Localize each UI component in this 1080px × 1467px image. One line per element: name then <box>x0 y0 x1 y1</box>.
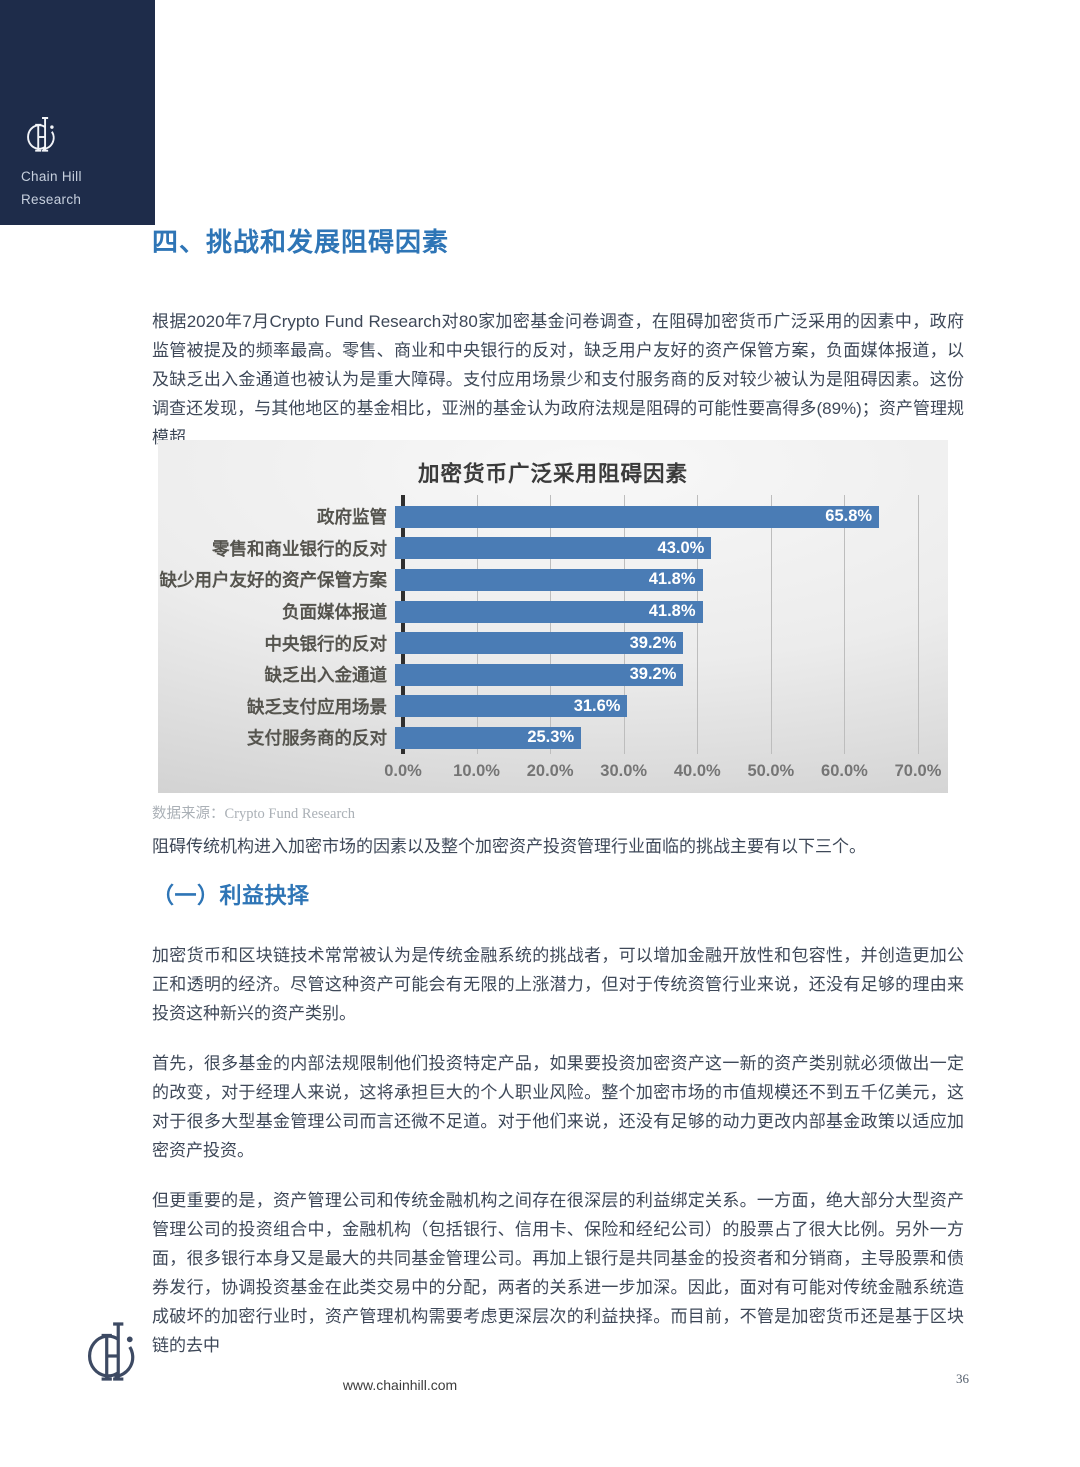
chart-row: 支付服务商的反对 25.3% <box>158 722 948 754</box>
bar-value-label: 25.3% <box>527 728 575 747</box>
bar-category-label: 政府监管 <box>317 507 387 528</box>
x-tick-label: 30.0% <box>600 761 648 780</box>
bar-category-label: 缺乏出入金通道 <box>264 665 388 686</box>
transition-paragraph: 阻碍传统机构进入加密市场的因素以及整个加密资产投资管理行业面临的挑战主要有以下三… <box>152 837 866 856</box>
bar-category-label: 缺乏支付应用场景 <box>247 696 387 717</box>
bar-category-label: 中央银行的反对 <box>264 633 388 654</box>
footer-page-number: 36 <box>956 1371 969 1386</box>
gridline <box>770 495 772 754</box>
bar: 41.8% <box>395 600 703 623</box>
chart-grid <box>401 495 919 754</box>
gridline <box>844 495 846 754</box>
brand-block: Chain Hill Research <box>0 0 155 225</box>
footer-url: www.chainhill.com <box>342 1377 458 1393</box>
body-paragraph-2: 首先，很多基金的内部法规限制他们投资特定产品，如果要投资加密资产这一新的资产类别… <box>152 1054 964 1160</box>
barriers-bar-chart: 加密货币广泛采用阻碍因素 政府监管 65.8% 零售和商业银行的反对 43.0% 缺少用… <box>158 440 948 793</box>
bar-category-label: 零售和商业银行的反对 <box>212 538 387 559</box>
chart-x-axis: 0.0% 10.0% 20.0% 30.0% 40.0% 50.0% 60.0% 70.0% <box>384 754 941 788</box>
chart-row: 缺乏支付应用场景 31.6% <box>158 691 948 723</box>
chain-hill-logo-icon <box>27 117 55 152</box>
subsection-heading: （一）利益抉择 <box>152 883 310 908</box>
bar: 65.8% <box>395 505 880 528</box>
body-paragraph-1: 加密货币和区块链技术常常被认为是传统金融系统的挑战者，可以增加金融开放性和包容性… <box>152 946 964 1023</box>
x-tick-label: 50.0% <box>747 761 795 780</box>
bar-value-label: 41.8% <box>648 602 696 621</box>
bar: 31.6% <box>395 695 628 718</box>
gridline <box>550 495 552 754</box>
bar: 25.3% <box>395 726 582 749</box>
bar: 43.0% <box>395 537 712 560</box>
x-tick-label: 70.0% <box>894 761 942 780</box>
bar-value-label: 43.0% <box>657 538 705 557</box>
intro-paragraph: 根据2020年7月Crypto Fund Research对80家加密基金问卷调… <box>152 312 964 447</box>
bar-track: 65.8% <box>395 505 910 528</box>
gridline <box>476 495 478 754</box>
bar-value-label: 31.6% <box>573 696 621 715</box>
bar-track: 25.3% <box>395 726 910 749</box>
chart-plot: 政府监管 65.8% 零售和商业银行的反对 43.0% 缺少用户友好的资产保管方案 41.… <box>158 495 948 788</box>
bar-value-label: 39.2% <box>629 633 677 652</box>
chart-source-label: 数据来源： <box>152 806 225 822</box>
bar-value-label: 39.2% <box>629 665 677 684</box>
bar-category-label: 缺少用户友好的资产保管方案 <box>159 570 388 591</box>
brand-name-line2: Research <box>21 191 82 207</box>
bar-track: 43.0% <box>395 537 910 560</box>
gridline <box>623 495 625 754</box>
x-tick-label: 20.0% <box>526 761 574 780</box>
bar-category-label: 支付服务商的反对 <box>247 728 387 749</box>
bar-track: 39.2% <box>395 663 910 686</box>
bar-value-label: 65.8% <box>825 507 873 526</box>
bar: 39.2% <box>395 632 684 655</box>
chart-row: 零售和商业银行的反对 43.0% <box>158 533 948 565</box>
chart-rows: 政府监管 65.8% 零售和商业银行的反对 43.0% 缺少用户友好的资产保管方案 41.… <box>158 501 948 754</box>
chart-row: 负面媒体报道 41.8% <box>158 596 948 628</box>
axis-zero-line <box>401 495 405 754</box>
x-tick-label: 0.0% <box>384 761 422 780</box>
chart-row: 政府监管 65.8% <box>158 501 948 533</box>
body-paragraph-3: 但更重要的是，资产管理公司和传统金融机构之间存在很深层的利益绑定关系。一方面，绝… <box>152 1191 964 1355</box>
gridline <box>918 495 919 754</box>
chart-row: 缺少用户友好的资产保管方案 41.8% <box>158 564 948 596</box>
bar: 39.2% <box>395 663 684 686</box>
x-tick-label: 60.0% <box>821 761 868 780</box>
chain-hill-logo-footer-icon <box>88 1322 135 1381</box>
brand-name: Chain Hill Research <box>21 166 82 212</box>
chart-source-value: Crypto Fund Research <box>224 806 355 822</box>
bar-category-label: 负面媒体报道 <box>282 602 387 623</box>
chart-title: 加密货币广泛采用阻碍因素 <box>417 462 688 486</box>
bar-value-label: 41.8% <box>648 570 696 589</box>
bar-track: 31.6% <box>395 695 910 718</box>
chart-source: 数据来源：Crypto Fund Research <box>152 802 355 823</box>
brand-name-line1: Chain Hill <box>21 169 82 184</box>
bar-track: 41.8% <box>395 568 910 591</box>
bar-track: 41.8% <box>395 600 910 623</box>
chart-rows-wrap: 政府监管 65.8% 零售和商业银行的反对 43.0% 缺少用户友好的资产保管方案 41.… <box>158 495 948 754</box>
x-tick-label: 40.0% <box>673 761 721 780</box>
bar-track: 39.2% <box>395 632 910 655</box>
x-tick-label: 10.0% <box>453 761 500 780</box>
section-heading: 四、挑战和发展阻碍因素 <box>152 227 450 257</box>
chart-row: 缺乏出入金通道 39.2% <box>158 659 948 691</box>
bar: 41.8% <box>395 568 703 591</box>
gridline <box>697 495 699 754</box>
chart-row: 中央银行的反对 39.2% <box>158 627 948 659</box>
